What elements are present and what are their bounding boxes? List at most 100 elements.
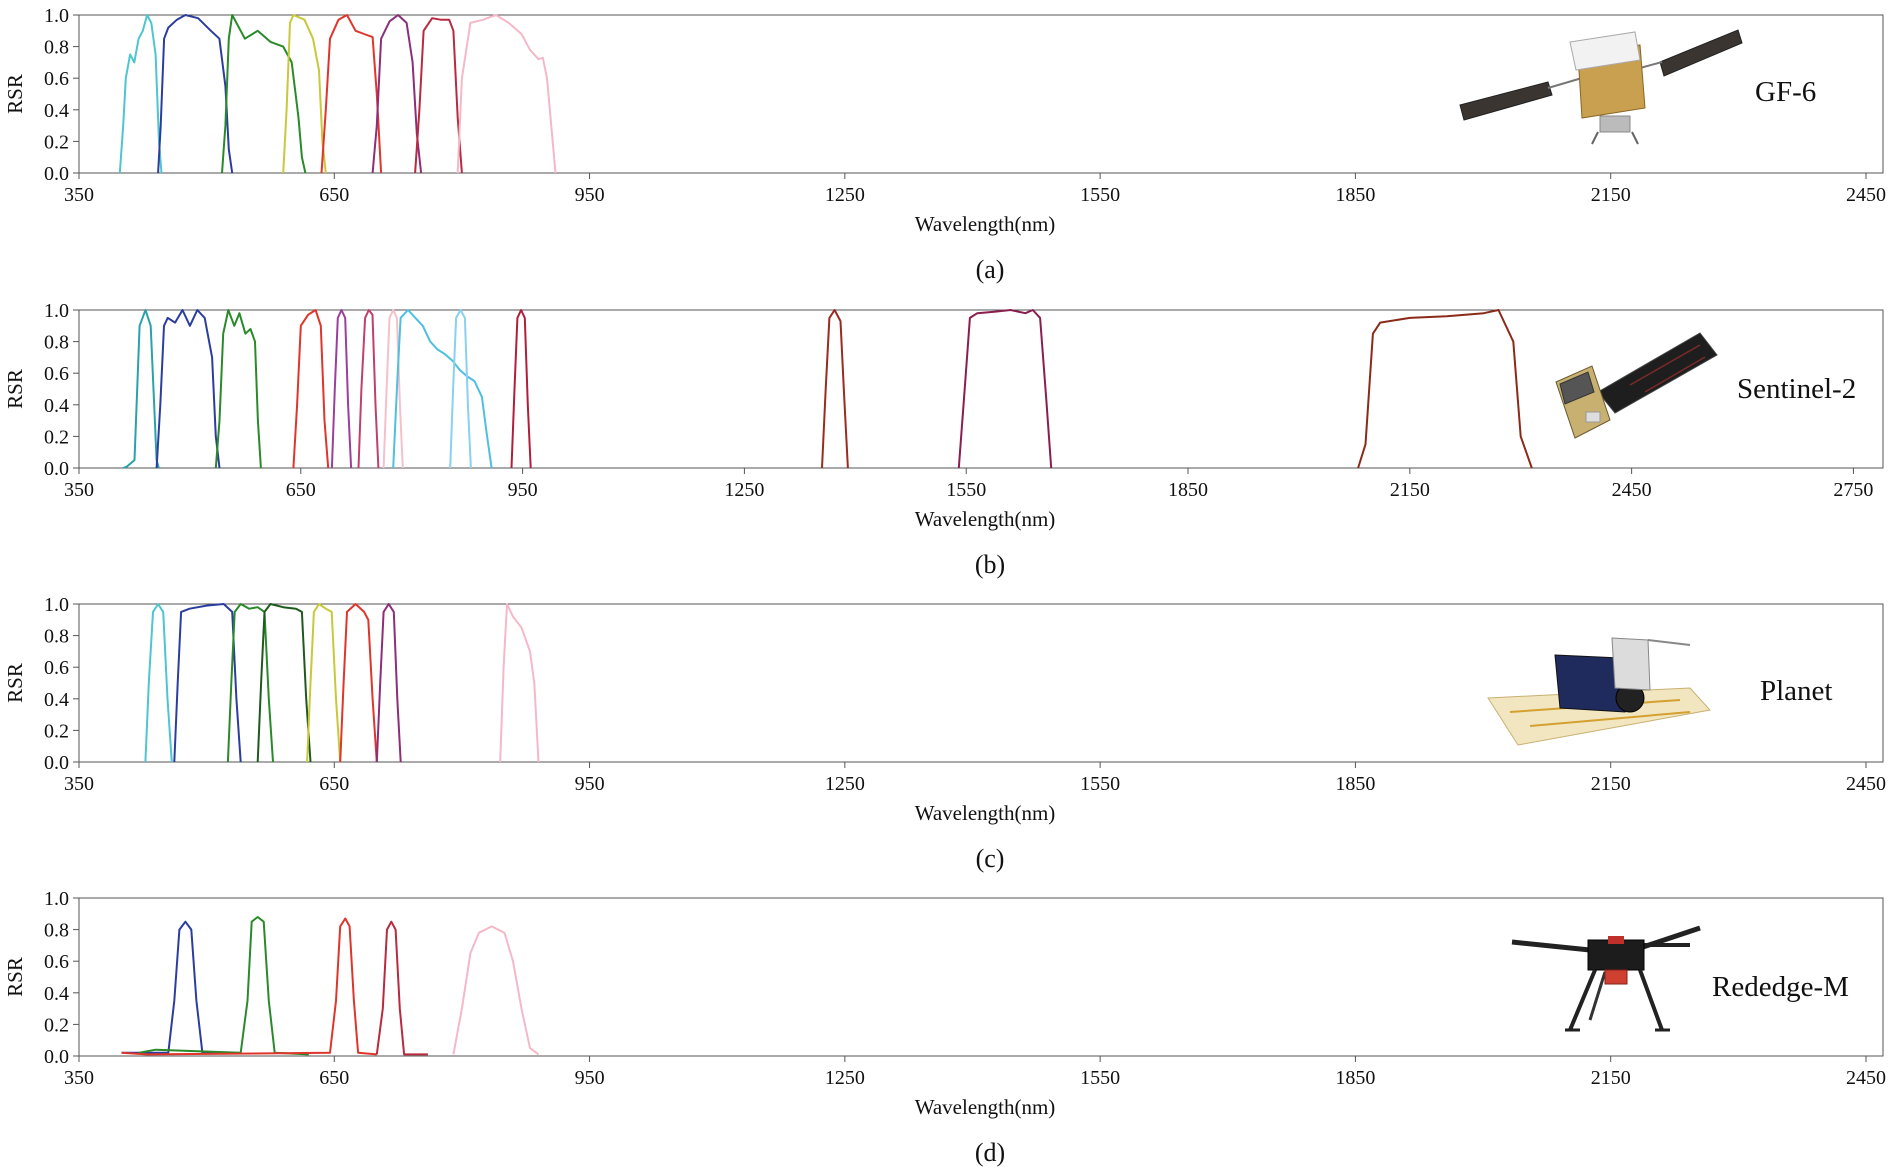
panel-d-series-line-1	[121, 920, 224, 1054]
panel-b-caption: (b)	[975, 550, 1005, 579]
panel-b-xtick-label: 950	[508, 479, 538, 501]
panel-b-plot-frame	[78, 309, 1884, 469]
panel-c-series-layer	[144, 603, 540, 763]
panel-c-series-line-6	[339, 603, 378, 763]
panel-d-satellite-name: Rededge-M	[1712, 971, 1849, 1003]
panel-d-xtick-label: 1550	[1080, 1067, 1120, 1089]
panel-b-xtick-label: 2150	[1390, 479, 1430, 501]
panel-a-ytick-label: 0.8	[44, 37, 69, 59]
panel-b-series-line-1	[123, 309, 160, 469]
panel-b-satellite-name: Sentinel-2	[1737, 373, 1856, 405]
panel-d-ytick-label: 0.6	[44, 951, 69, 973]
panel-d-xtick-label: 350	[64, 1067, 94, 1089]
panel-b-series-line-6	[357, 309, 380, 469]
panel-b-xtick-label: 1850	[1168, 479, 1208, 501]
panel-d-ticks: 350 650 950 1250 1550 1850 2150 2450 0.0 0.2 0.4 0.…	[44, 888, 1886, 1089]
panel-b-ylabel: RSR	[3, 369, 27, 409]
panel-a-caption: (a)	[976, 255, 1005, 284]
rededge-drone-icon	[1511, 925, 1701, 1032]
panel-d-series-line-4	[375, 920, 428, 1056]
panel-c-series-line-1	[144, 603, 173, 763]
panel-a-ytick-label: 1.0	[44, 5, 69, 27]
panel-c-series-line-7	[375, 603, 402, 763]
panel-a-series-line-6	[371, 14, 423, 174]
panel-c-ticks: 350 650 950 1250 1550 1850 2150 2450 0.0 0.2 0.4 0.…	[44, 594, 1886, 795]
panel-a-ytick-label: 0.4	[44, 100, 69, 122]
panel-c-ylabel: RSR	[3, 663, 27, 703]
panel-d-series-line-2	[138, 916, 309, 1056]
panel-c-xtick-label: 2450	[1846, 773, 1886, 795]
panel-c-series-line-8	[499, 603, 540, 763]
panel-c-xtick-label: 650	[319, 773, 349, 795]
panel-a-xtick-label: 650	[319, 184, 349, 206]
panel-c-ytick-label: 0.2	[44, 720, 69, 742]
panel-a-series-line-1	[118, 14, 163, 174]
panel-a: 350 650 950 1250 1550 1850 2150 2450 0.0 0.2 0.4 0.…	[3, 5, 1886, 284]
panel-b-series-line-9	[449, 309, 472, 469]
panel-c: 350 650 950 1250 1550 1850 2150 2450 0.0 0.2 0.4 0.…	[3, 594, 1886, 873]
panel-c-ytick-label: 1.0	[44, 594, 69, 616]
panel-c-xtick-label: 2150	[1591, 773, 1631, 795]
panel-c-series-line-4	[256, 603, 312, 763]
panel-d-ytick-label: 0.2	[44, 1014, 69, 1036]
panel-b-series-line-4	[292, 309, 330, 469]
panel-b-xtick-label: 1550	[946, 479, 986, 501]
panel-b-xtick-label: 1250	[724, 479, 764, 501]
panel-d-xtick-label: 1250	[825, 1067, 865, 1089]
panel-b-xtick-label: 350	[64, 479, 94, 501]
planet-satellite-icon	[1487, 637, 1711, 746]
panel-d-caption: (d)	[975, 1138, 1005, 1167]
panel-c-xtick-label: 950	[575, 773, 605, 795]
panel-b-series-line-12	[957, 309, 1053, 469]
panel-b-ytick-label: 0.4	[44, 395, 69, 417]
panel-a-xtick-label: 2450	[1846, 184, 1886, 206]
panel-b-ytick-label: 1.0	[44, 300, 69, 322]
panel-a-xtick-label: 1250	[825, 184, 865, 206]
panel-b-xtick-label: 2750	[1833, 479, 1873, 501]
panel-d-xtick-label: 950	[575, 1067, 605, 1089]
panel-b-series-line-7	[382, 309, 404, 469]
panel-d-ylabel: RSR	[3, 957, 27, 997]
panel-c-xtick-label: 1550	[1080, 773, 1120, 795]
panel-a-series-line-4	[282, 14, 327, 174]
panel-d-ytick-label: 0.4	[44, 983, 69, 1005]
panel-b-ytick-label: 0.2	[44, 426, 69, 448]
panel-c-plot-frame	[78, 603, 1884, 763]
panel-d-plot-frame	[78, 897, 1884, 1057]
panel-c-caption: (c)	[976, 844, 1005, 873]
panel-b-series-line-13	[1357, 309, 1533, 469]
panel-d-xtick-label: 650	[319, 1067, 349, 1089]
panel-c-xtick-label: 1850	[1335, 773, 1375, 795]
panel-a-xtick-label: 350	[64, 184, 94, 206]
panel-b-series-line-2	[155, 309, 221, 469]
panel-b-xtick-label: 650	[286, 479, 316, 501]
panel-b: 350 650 950 1250 1550 1850 2150 2450 2750 0.0 0.2 0…	[3, 300, 1884, 579]
panel-a-xtick-label: 1850	[1335, 184, 1375, 206]
panel-a-xtick-label: 950	[575, 184, 605, 206]
panel-a-xtick-label: 2150	[1591, 184, 1631, 206]
panel-b-series-line-10	[510, 309, 532, 469]
panel-d-series-layer	[121, 916, 540, 1056]
panel-b-ytick-label: 0.0	[44, 458, 69, 480]
panel-d-xtick-label: 2450	[1846, 1067, 1886, 1089]
sentinel2-satellite-icon	[1555, 332, 1718, 439]
panel-d-xlabel: Wavelength(nm)	[915, 1095, 1056, 1119]
panel-c-xtick-label: 350	[64, 773, 94, 795]
panel-a-series-line-2	[157, 14, 234, 174]
panel-b-xtick-label: 2450	[1612, 479, 1652, 501]
panel-a-ticks: 350 650 950 1250 1550 1850 2150 2450 0.0 0.2 0.4 0.…	[44, 5, 1886, 206]
gf6-satellite-icon	[1459, 29, 1743, 145]
panel-b-series-layer	[123, 309, 1533, 469]
panel-c-ytick-label: 0.0	[44, 752, 69, 774]
panel-b-ticks: 350 650 950 1250 1550 1850 2150 2450 2750 0.0 0.2 0…	[44, 300, 1873, 501]
panel-a-series-line-3	[221, 14, 307, 174]
panel-c-satellite-name: Planet	[1760, 675, 1833, 707]
panel-d: 350 650 950 1250 1550 1850 2150 2450 0.0 0.2 0.4 0.…	[3, 888, 1886, 1167]
panel-a-series-line-7	[414, 17, 463, 174]
panel-a-xlabel: Wavelength(nm)	[915, 212, 1056, 236]
panel-c-series-line-5	[306, 603, 342, 763]
panel-b-series-line-5	[330, 309, 353, 469]
panel-a-ytick-label: 0.6	[44, 68, 69, 90]
panel-d-series-line-5	[452, 925, 540, 1056]
panel-b-xlabel: Wavelength(nm)	[915, 507, 1056, 531]
